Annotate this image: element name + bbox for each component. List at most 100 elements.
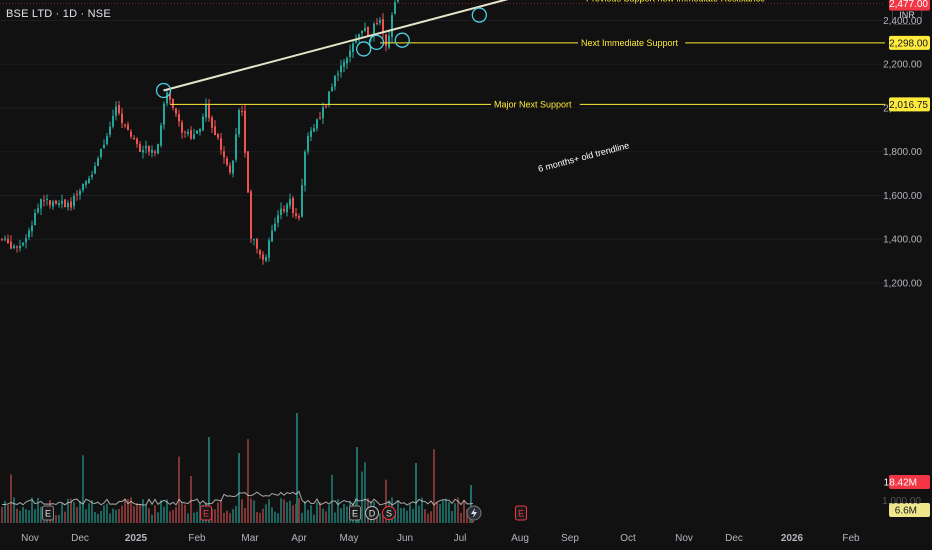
volume-bar — [208, 437, 210, 523]
candle — [223, 151, 225, 158]
candle — [205, 104, 207, 118]
candle — [34, 212, 36, 226]
volume-bar — [58, 514, 60, 523]
volume-bar — [1, 507, 3, 523]
candle — [385, 34, 387, 46]
candle — [244, 110, 246, 153]
volume-bar — [421, 497, 423, 523]
volume-bar — [244, 507, 246, 523]
candle — [160, 125, 162, 146]
time-tick: Nov — [675, 533, 693, 544]
time-tick: 2025 — [125, 533, 148, 544]
candle — [250, 191, 252, 239]
candle — [91, 174, 93, 178]
candle — [37, 208, 39, 213]
candle — [16, 246, 18, 248]
volume-bar — [76, 507, 78, 523]
candle — [391, 15, 393, 37]
candle — [28, 230, 30, 238]
candle — [289, 199, 291, 206]
event-marker-bg — [382, 506, 396, 520]
volume-bar — [418, 505, 420, 523]
volume-bar — [322, 508, 324, 523]
candle — [79, 190, 81, 195]
event-marker: E — [518, 509, 524, 519]
candle — [46, 198, 48, 200]
candle — [316, 119, 318, 129]
candle — [13, 245, 15, 249]
volume-bar — [91, 500, 93, 523]
volume-bar — [94, 512, 96, 523]
candle — [388, 35, 390, 48]
volume-bar — [430, 511, 432, 523]
candle — [118, 104, 120, 114]
volume-bar — [142, 499, 144, 523]
candle — [310, 130, 312, 137]
candle — [142, 150, 144, 153]
candle — [346, 58, 348, 64]
candle — [322, 107, 324, 119]
candle — [334, 75, 336, 87]
time-tick: May — [340, 533, 359, 544]
candle — [295, 213, 297, 217]
volume-bar — [214, 509, 216, 523]
price-label: 2,298.00 — [889, 38, 928, 49]
time-tick: Jun — [397, 533, 413, 544]
candle — [259, 250, 261, 255]
volume-bar — [241, 499, 243, 523]
volume-bar — [127, 499, 129, 523]
candle — [196, 130, 198, 134]
volume-bar — [82, 455, 84, 523]
candle — [88, 178, 90, 183]
candle — [121, 113, 123, 124]
volume-bar — [100, 510, 102, 523]
candle — [19, 245, 21, 249]
candle — [4, 238, 6, 240]
volume-bar — [340, 508, 342, 523]
candle — [163, 103, 165, 125]
candle — [286, 204, 288, 213]
candle — [151, 149, 153, 153]
volume-bar — [466, 509, 468, 523]
event-marker-bg — [42, 505, 54, 521]
candle — [154, 151, 156, 153]
candle — [331, 86, 333, 91]
candle — [67, 202, 69, 208]
candle — [61, 200, 63, 204]
volume-bar — [10, 474, 12, 523]
candle — [313, 128, 315, 132]
candle — [319, 117, 321, 119]
candle — [10, 241, 12, 249]
volume-bar — [118, 508, 120, 523]
candle — [148, 145, 150, 152]
volume-bar — [31, 497, 33, 523]
candle — [298, 216, 300, 218]
volume-bar — [190, 476, 192, 523]
candle — [43, 200, 45, 202]
volume-bar — [296, 413, 298, 523]
volume-bar — [382, 513, 384, 523]
volume-bar — [151, 514, 153, 523]
volume-bar — [61, 503, 63, 523]
volume-bar — [265, 504, 267, 523]
candle — [70, 201, 72, 208]
candle — [106, 136, 108, 145]
volume-bar — [157, 512, 159, 523]
volume-bar — [148, 508, 150, 523]
candle — [277, 215, 279, 223]
volume-bar — [145, 504, 147, 523]
volume-label: 6.6M — [895, 506, 917, 517]
volume-ma-line — [1, 490, 474, 506]
volume-bar — [356, 447, 358, 523]
time-axis: Nov Dec 2025 Feb Mar Apr May Jun Jul Aug Sep Oct Nov… — [21, 533, 860, 544]
candle — [1, 238, 3, 240]
candle — [85, 181, 87, 185]
volume-bar — [247, 439, 249, 523]
candle — [367, 26, 369, 36]
volume-bar — [40, 506, 42, 523]
volume-bar — [268, 499, 270, 523]
volume-bar — [307, 509, 309, 523]
volume-label: 18.42M — [884, 478, 917, 489]
